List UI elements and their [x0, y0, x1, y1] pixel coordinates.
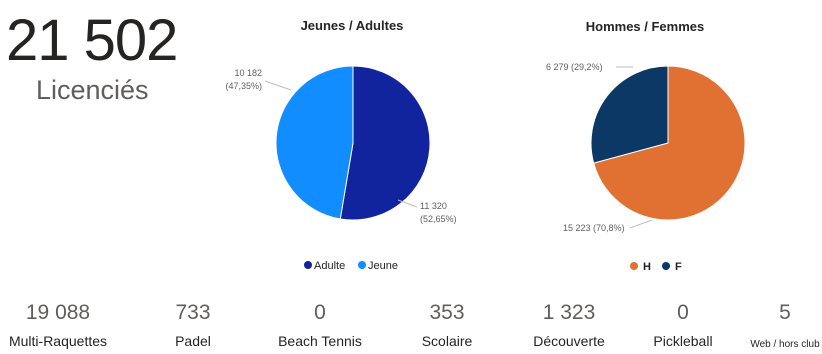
data-label-adulte-value: 11 320: [420, 201, 447, 211]
data-label-jeune-pct: (47,35%): [225, 81, 262, 91]
legend-label-jeune: Jeune: [368, 260, 398, 272]
stat-label: Web / hors club: [750, 339, 820, 350]
stat-value: 733: [175, 301, 211, 324]
stat-pickleball: 0 Pickleball: [618, 300, 748, 350]
stat-scolaire: 353 Scolaire: [382, 300, 512, 350]
stat-value: 1 323: [542, 301, 596, 324]
legend-label-h: H: [643, 261, 651, 273]
stat-label: Scolaire: [421, 333, 473, 349]
chart-title: Jeunes / Adultes: [301, 18, 404, 33]
data-label-h: 15 223 (70,8%): [563, 223, 625, 233]
kpi-total-label: Licenciés: [36, 75, 149, 105]
stat-value: 5: [779, 301, 791, 324]
legend-marker-f: [662, 262, 670, 270]
pie-slice-adulte: [339, 65, 431, 221]
leader-line-adulte: [397, 199, 418, 208]
data-label-f: 6 279 (29,2%): [546, 62, 603, 72]
legend-marker-h: [630, 262, 638, 270]
stat-label: Multi-Raquettes: [8, 333, 108, 349]
chart-title: Hommes / Femmes: [586, 19, 705, 34]
stat-label: Padel: [175, 333, 211, 349]
stat-value: 0: [677, 301, 689, 324]
charts-canvas: Jeunes / Adultes 10 182 (47,35%) 11 320 …: [225, 18, 746, 273]
stat-label: Découverte: [533, 333, 605, 349]
pie-chart-hommes-femmes: Hommes / Femmes 6 279 (29,2%) 15 223 (70…: [546, 19, 746, 273]
stat-value: 19 088: [25, 301, 91, 324]
pie-slice-jeune: [275, 65, 354, 220]
leader-line-h: [629, 219, 653, 229]
stat-value: 0: [314, 301, 326, 324]
stat-label: Pickleball: [653, 333, 713, 349]
kpi-total-value: 21 502: [6, 8, 178, 73]
legend-marker-adulte: [304, 261, 312, 269]
stat-value: 353: [429, 301, 465, 324]
pie-slice-h: [593, 65, 746, 221]
stat-decouverte: 1 323 Découverte: [504, 300, 634, 350]
stat-web-hors-club: 5 Web / hors club: [720, 300, 822, 354]
data-label-jeune-value: 10 182: [234, 68, 262, 78]
pie-slice-f: [590, 65, 669, 164]
legend-label-f: F: [675, 261, 682, 273]
stat-multi-raquettes: 19 088 Multi-Raquettes: [0, 300, 123, 350]
legend-marker-jeune: [358, 261, 366, 269]
legend-label-adulte: Adulte: [314, 260, 345, 272]
stat-padel: 733 Padel: [128, 300, 258, 350]
pie-chart-jeunes-adultes: Jeunes / Adultes 10 182 (47,35%) 11 320 …: [225, 18, 456, 272]
data-label-adulte-pct: (52,65%): [420, 214, 457, 224]
stat-beach-tennis: 0 Beach Tennis: [255, 300, 385, 350]
leader-line-jeune: [264, 80, 292, 91]
stat-label: Beach Tennis: [278, 333, 362, 349]
